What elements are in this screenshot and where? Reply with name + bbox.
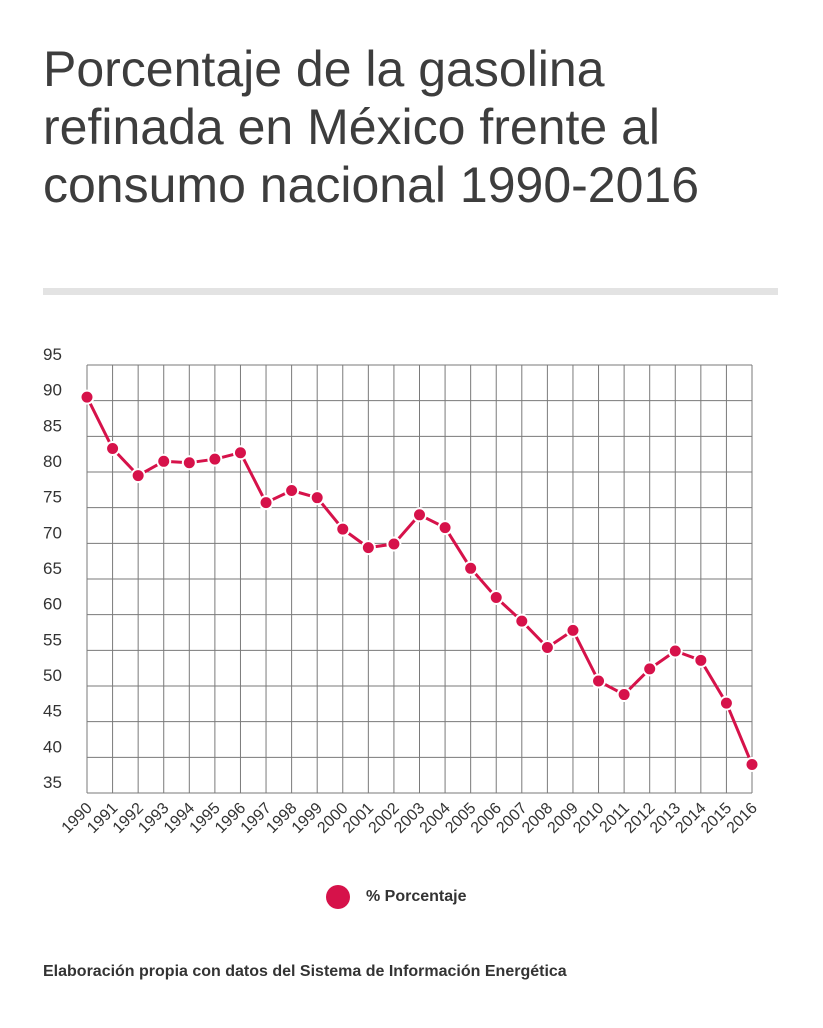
data-point-1993 [156,453,172,469]
y-axis-tick-labels: 95 90 85 80 75 70 65 60 55 50 45 40 35 [43,345,62,792]
chart-legend: % Porcentaje [326,885,466,909]
data-point-2002 [386,536,402,552]
data-point-2006 [488,590,504,606]
data-point-2008 [539,639,555,655]
data-point-1990 [79,389,95,405]
y-tick-label-60: 60 [43,595,62,614]
legend-label: % Porcentaje [366,888,467,905]
data-point-2005 [463,560,479,576]
legend-swatch [326,885,350,909]
data-point-2010 [591,673,607,689]
y-tick-label-70: 70 [43,523,62,542]
chart-grid [86,364,753,794]
data-point-2003 [412,507,427,523]
data-point-2013 [667,643,683,659]
y-tick-label-75: 75 [43,488,62,507]
y-tick-label-35: 35 [43,773,62,792]
data-point-1998 [284,483,300,499]
series-points [79,389,760,772]
data-point-1994 [181,455,197,471]
data-point-1999 [309,490,325,506]
y-tick-label-55: 55 [43,630,62,649]
data-point-2012 [642,661,658,677]
y-tick-label-95: 95 [43,345,62,364]
data-point-2015 [718,695,734,711]
data-point-2016 [744,756,760,772]
data-point-2009 [565,622,581,638]
data-point-2000 [335,521,351,537]
data-point-1995 [207,451,223,467]
y-tick-label-40: 40 [43,737,62,756]
data-point-1997 [258,495,274,511]
y-tick-label-80: 80 [43,452,62,471]
y-tick-label-65: 65 [43,559,62,578]
data-point-1996 [232,445,248,461]
title-divider [43,288,778,295]
chart-title: Porcentaje de la gasolina refinada en Mé… [43,41,700,213]
y-tick-label-50: 50 [43,666,62,685]
data-point-2014 [693,652,709,668]
source-note: Elaboración propia con datos del Sistema… [43,963,567,980]
y-tick-label-85: 85 [43,416,62,435]
data-point-2011 [616,687,632,703]
x-axis-tick-labels: 1990199119921993199419951996199719981999… [59,800,761,837]
data-point-2007 [514,613,530,629]
data-point-2001 [360,540,376,556]
y-tick-label-90: 90 [43,381,62,400]
data-point-2004 [437,520,453,536]
y-tick-label-45: 45 [43,702,62,721]
line-chart: 95 90 85 80 75 70 65 60 55 50 45 40 35 1990199119921… [43,345,761,837]
x-tick-label-2016: 2016 [724,800,761,837]
data-point-1992 [130,468,146,484]
data-point-1991 [105,440,121,456]
